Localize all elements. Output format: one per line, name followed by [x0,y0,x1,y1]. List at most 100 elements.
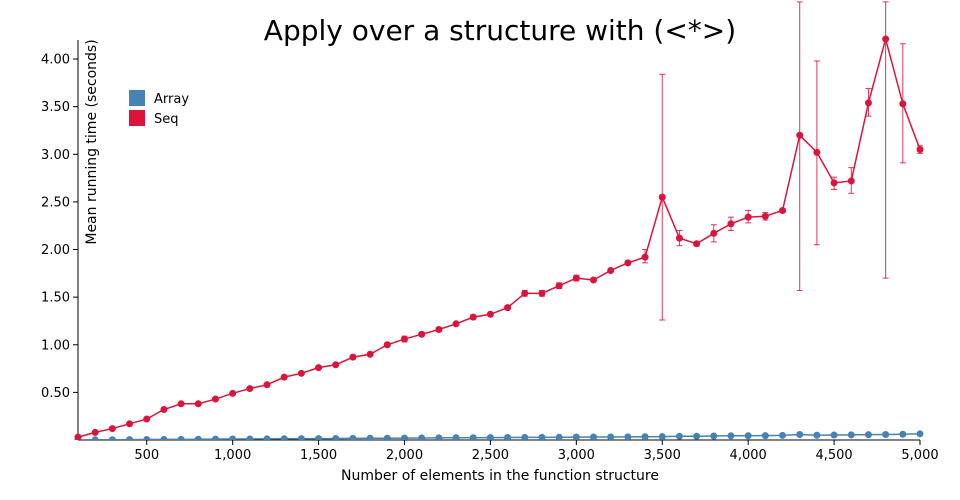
data-point-seq [143,415,151,423]
data-point-array [744,432,752,440]
data-point-array [246,435,254,440]
data-point-seq [160,406,168,414]
y-tick-label: 2.00 [41,243,70,258]
data-point-array [521,433,529,440]
data-point-array [160,435,168,440]
x-tick-label: 1,500 [300,448,337,463]
data-point-seq [813,148,821,156]
data-point-seq [246,385,254,393]
data-point-seq [744,213,752,221]
data-point-array [847,431,855,439]
data-point-seq [590,276,598,284]
data-point-seq [177,400,185,408]
data-point-array [727,432,735,440]
data-point-array [400,434,408,440]
data-point-array [813,431,821,439]
data-point-array [418,434,426,440]
data-point-array [899,430,907,438]
data-point-array [590,433,598,440]
data-point-array [315,435,323,440]
data-point-seq [297,369,305,377]
data-point-seq [194,400,202,408]
data-point-array [658,433,666,440]
data-point-array [452,434,460,440]
data-point-array [486,434,494,440]
data-point-seq [504,304,512,312]
x-axis: 500 1,000 1,500 2,000 2,500 3,000 3,500 4,000 4,… [134,440,939,463]
y-tick-label: 1.50 [41,291,70,306]
data-point-seq [779,206,787,214]
data-point-seq [108,425,116,433]
series-line-seq [77,36,921,438]
y-tick-label: 1.00 [41,338,70,353]
data-point-seq [847,177,855,185]
data-point-array [864,431,872,439]
error-bar [796,1,803,291]
series-seq [74,1,924,440]
data-point-array [229,435,237,440]
data-point-seq [675,234,683,242]
series-array [74,430,924,440]
x-tick-label: 1,000 [214,448,251,463]
data-point-array [572,433,580,440]
data-point-array [555,433,563,440]
data-point-array [383,434,391,440]
data-point-seq [366,350,374,358]
data-point-array [675,432,683,440]
data-point-seq [538,289,546,297]
data-point-seq [761,212,769,220]
data-point-array [504,434,512,440]
data-point-array [177,435,185,440]
data-point-seq [607,266,615,274]
data-point-seq [91,428,99,436]
data-point-seq [555,282,563,290]
x-tick-label: 4,000 [730,448,767,463]
data-point-seq [280,373,288,381]
data-point-seq [899,100,907,108]
data-point-array [469,434,477,440]
y-tick-label: 3.50 [41,100,70,115]
x-tick-label: 500 [134,448,159,463]
y-tick-label: 3.00 [41,148,70,163]
data-point-array [779,431,787,439]
data-point-seq [469,313,477,321]
data-point-seq [727,220,735,228]
data-point-array [693,432,701,440]
data-point-array [194,435,202,440]
data-point-array [882,430,890,438]
data-point-seq [400,335,408,343]
series-line-array [77,433,921,440]
data-point-array [126,436,134,440]
data-point-seq [641,253,649,261]
data-point-seq [486,310,494,318]
data-point-seq [383,341,391,349]
data-point-seq [418,330,426,338]
data-point-seq [521,289,529,297]
legend-item-seq: Seq [129,110,179,127]
error-bar [882,1,889,279]
data-point-array [916,430,924,438]
legend-item-array: Array [129,90,189,107]
x-tick-label: 2,000 [386,448,423,463]
data-point-array [830,431,838,439]
data-point-seq [229,389,237,397]
data-point-array [297,435,305,440]
data-point-seq [211,395,219,403]
legend-swatch-seq [129,110,145,126]
data-point-seq [658,193,666,201]
data-point-array [143,436,151,440]
data-point-array [538,433,546,440]
data-point-seq [693,240,701,248]
data-point-seq [452,320,460,328]
legend-label-array: Array [154,92,189,107]
data-point-array [366,434,374,440]
data-point-seq [74,433,82,440]
data-point-seq [315,364,323,372]
y-tick-label: 2.50 [41,195,70,210]
data-point-array [624,433,632,440]
data-point-seq [572,274,580,282]
data-point-seq [263,381,271,389]
legend-label-seq: Seq [154,112,179,127]
series-layer [74,1,924,440]
